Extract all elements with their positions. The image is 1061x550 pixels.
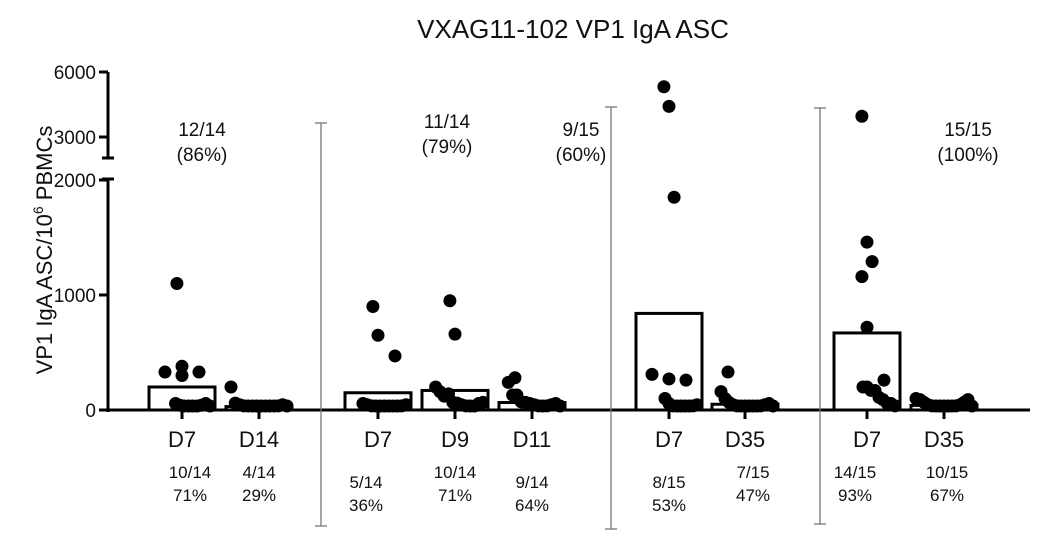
- x-tick-label: D35: [725, 427, 765, 452]
- data-point: [690, 398, 704, 412]
- data-point: [448, 327, 462, 341]
- group-responder-percent: (86%): [177, 145, 228, 166]
- data-point: [662, 372, 676, 386]
- data-point: [553, 399, 567, 413]
- data-point: [366, 300, 380, 313]
- y-axis-label: VP1 IgA ASC/106 PBMCs: [30, 126, 57, 375]
- data-point: [877, 373, 891, 387]
- x-tick-label: D7: [168, 427, 196, 452]
- group-responder-percent: (60%): [556, 145, 607, 166]
- responder-count: 8/15: [652, 473, 685, 492]
- data-point: [865, 255, 879, 269]
- x-tick-label: D35: [924, 427, 964, 452]
- responder-count: 14/15: [834, 463, 877, 482]
- data-point: [888, 399, 902, 413]
- data-points: [158, 80, 979, 413]
- data-point: [224, 380, 238, 394]
- group-responder-count: 11/14: [424, 112, 471, 133]
- data-point: [192, 365, 206, 379]
- data-point: [158, 365, 172, 379]
- data-point: [645, 367, 659, 381]
- data-point: [667, 190, 681, 204]
- x-tick-label: D11: [513, 427, 552, 452]
- responder-percent: 47%: [736, 486, 770, 505]
- data-point: [175, 359, 189, 373]
- responder-count: 5/14: [349, 473, 382, 492]
- data-point: [399, 398, 413, 412]
- data-point: [766, 399, 780, 413]
- data-point: [175, 369, 189, 382]
- responder-count: 10/15: [926, 463, 969, 482]
- y-tick-label: 0: [85, 401, 96, 422]
- data-point: [679, 373, 693, 387]
- labels: D7 10/14 71% D14 4/14 29% D7 5/14 36% D9 10/14 71% D…: [168, 112, 999, 515]
- data-point: [170, 277, 184, 290]
- data-point: [443, 294, 457, 308]
- data-point: [855, 270, 869, 284]
- responder-count: 4/14: [242, 463, 275, 482]
- responder-percent: 36%: [349, 496, 383, 515]
- group-responder-percent: (100%): [937, 145, 998, 166]
- data-point: [860, 235, 874, 249]
- x-tick-label: D14: [239, 427, 279, 452]
- data-point: [662, 99, 676, 113]
- data-point: [476, 395, 490, 409]
- responder-percent: 64%: [515, 496, 549, 515]
- y-tick-label: 1000: [54, 286, 96, 307]
- data-point: [721, 365, 735, 379]
- responder-percent: 53%: [652, 496, 686, 515]
- responder-percent: 71%: [438, 486, 472, 505]
- responder-count: 7/15: [736, 463, 769, 482]
- group-responder-percent: (79%): [422, 137, 473, 158]
- responder-percent: 93%: [838, 486, 872, 505]
- x-tick-label: D9: [441, 427, 469, 452]
- group-responder-count: 12/14: [178, 120, 226, 141]
- responder-percent: 29%: [242, 486, 276, 505]
- bars: [147, 311, 979, 412]
- data-point: [388, 349, 402, 363]
- group-responder-count: 9/15: [563, 120, 600, 141]
- chart-title: VXAG11-102 VP1 IgA ASC: [417, 14, 729, 44]
- responder-count: 10/14: [169, 463, 212, 482]
- x-tick-label: D7: [853, 427, 881, 452]
- data-point: [855, 109, 869, 123]
- responder-percent: 67%: [930, 486, 964, 505]
- data-point: [657, 80, 671, 94]
- data-point: [965, 399, 979, 413]
- x-tick-label: D7: [655, 427, 683, 452]
- responder-percent: 71%: [173, 486, 207, 505]
- data-point: [860, 320, 874, 334]
- y-tick-label: 3000: [54, 128, 96, 149]
- group-separators: [315, 106, 826, 530]
- data-point: [501, 375, 515, 389]
- data-point: [280, 399, 294, 413]
- responder-count: 10/14: [434, 463, 477, 482]
- responder-count: 9/14: [515, 473, 548, 492]
- data-point: [203, 399, 217, 413]
- group-responder-count: 15/15: [944, 120, 992, 141]
- y-tick-label: 6000: [54, 63, 96, 84]
- y-tick-label: 2000: [54, 171, 96, 192]
- x-tick-label: D7: [364, 427, 392, 452]
- data-point: [371, 328, 385, 342]
